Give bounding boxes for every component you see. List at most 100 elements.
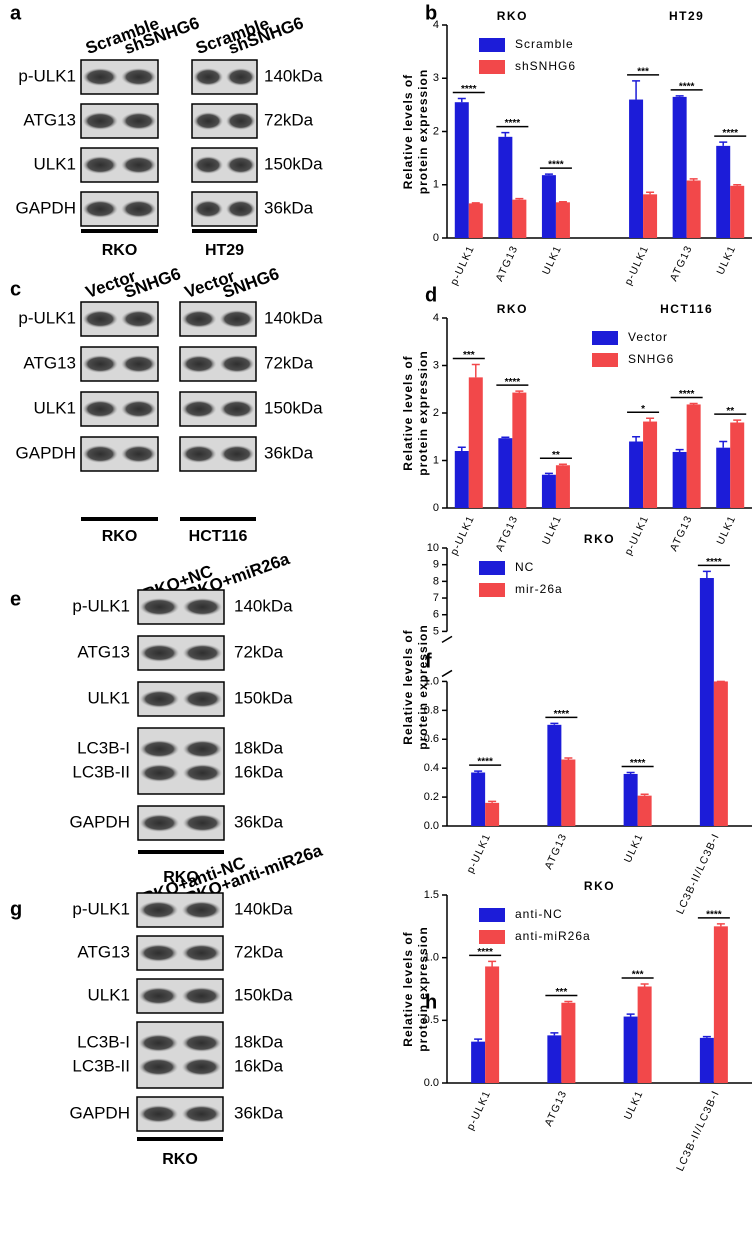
- bar: [471, 772, 486, 826]
- size-label: 16kDa: [234, 762, 284, 781]
- error-bar: [501, 436, 510, 439]
- y-axis-label: protein expression: [416, 69, 430, 194]
- size-label: 72kDa: [234, 642, 284, 661]
- y-tick-label: 0.5: [424, 1014, 439, 1026]
- legend-label: SNHG6: [628, 352, 674, 366]
- blot-band: [219, 355, 255, 373]
- y-tick-label: 9: [433, 559, 439, 571]
- blot-band: [121, 112, 157, 130]
- chart-title: RKO: [584, 879, 615, 893]
- blot-band: [138, 987, 179, 1005]
- error-bar: [550, 1032, 559, 1036]
- x-tick-label: ATG13: [542, 1088, 569, 1128]
- group-label: RKO: [162, 1151, 198, 1168]
- bar: [643, 194, 658, 238]
- error-bar: [544, 173, 553, 176]
- y-tick-label: 0.8: [424, 704, 439, 716]
- error-bar: [558, 201, 567, 203]
- panel-letter: e: [10, 588, 21, 610]
- blot-band: [181, 445, 217, 463]
- blot-band: [193, 156, 224, 174]
- y-tick-label: 0.0: [424, 1077, 439, 1089]
- error-bar: [501, 131, 510, 137]
- bar: [468, 203, 483, 238]
- x-tick-label: ULK1: [540, 243, 564, 276]
- size-label: 140kDa: [234, 899, 293, 918]
- size-label: 36kDa: [234, 812, 284, 831]
- significance-label: ***: [637, 67, 649, 78]
- legend-label: mir-26a: [515, 582, 563, 596]
- size-label: 36kDa: [234, 1103, 284, 1122]
- x-tick-label: ATG13: [542, 831, 569, 871]
- blot-band: [121, 156, 157, 174]
- row-label: LC3B-II: [72, 762, 130, 781]
- bar: [468, 377, 483, 508]
- x-tick-label: ULK1: [714, 243, 738, 276]
- bar: [672, 96, 687, 238]
- error-bar: [488, 800, 497, 803]
- blot-band: [181, 987, 222, 1005]
- significance-label: ****: [477, 757, 493, 768]
- row-label: p-ULK1: [18, 66, 76, 85]
- row-label: p-ULK1: [72, 899, 130, 918]
- blot-box: [137, 727, 225, 795]
- bar: [716, 145, 731, 238]
- y-axis-label: protein expression: [416, 624, 430, 749]
- significance-label: ***: [632, 970, 644, 981]
- row-label: p-ULK1: [18, 308, 76, 327]
- size-label: 150kDa: [264, 154, 323, 173]
- significance-label: ***: [463, 350, 475, 361]
- bar: [623, 1016, 638, 1083]
- blot-band: [182, 644, 223, 662]
- legend-swatch: [592, 353, 618, 367]
- bar: [555, 465, 570, 508]
- size-label: 16kDa: [234, 1056, 284, 1075]
- blot-band: [121, 200, 157, 218]
- row-label: GAPDH: [70, 812, 130, 831]
- bar: [512, 199, 527, 238]
- error-bar: [689, 402, 698, 405]
- bar: [716, 447, 731, 508]
- panel-letter: f: [425, 650, 432, 672]
- x-tick-label: ATG13: [493, 513, 520, 553]
- error-bar: [626, 1013, 635, 1017]
- y-tick-label: 2: [433, 125, 439, 137]
- size-label: 18kDa: [234, 738, 284, 757]
- error-bar: [689, 178, 698, 181]
- bar: [730, 185, 745, 238]
- group-bar: [137, 1137, 223, 1141]
- bar: [555, 202, 570, 238]
- y-tick-label: 6: [433, 609, 439, 621]
- significance-label: ****: [679, 81, 695, 92]
- blot-band: [139, 690, 180, 708]
- bar: [699, 578, 714, 826]
- blot-band: [121, 445, 157, 463]
- bar: [498, 136, 513, 238]
- error-bar: [515, 390, 524, 393]
- error-bar: [733, 184, 742, 186]
- group-label: RKO: [102, 242, 138, 259]
- blot-band: [82, 445, 118, 463]
- legend-label: Scramble: [515, 37, 574, 51]
- blot-band: [181, 944, 222, 962]
- blot-band: [138, 901, 179, 919]
- legend-swatch: [479, 60, 505, 74]
- blot-band: [181, 1058, 222, 1076]
- y-axis-label: Relative levels of: [401, 74, 415, 189]
- bar: [699, 1037, 714, 1083]
- error-bar: [675, 448, 684, 452]
- legend-swatch: [479, 583, 505, 597]
- significance-label: ****: [706, 909, 722, 920]
- blot-band: [82, 310, 118, 328]
- size-label: 72kDa: [264, 353, 314, 372]
- error-bar: [471, 202, 480, 204]
- error-bar: [626, 771, 635, 774]
- blot-band: [82, 355, 118, 373]
- error-bar: [564, 757, 573, 760]
- x-tick-label: LC3B-II/LC3B-I: [674, 831, 722, 916]
- row-label: p-ULK1: [72, 596, 130, 615]
- y-tick-label: 8: [433, 575, 439, 587]
- blot-band: [139, 814, 180, 832]
- bar: [541, 175, 556, 238]
